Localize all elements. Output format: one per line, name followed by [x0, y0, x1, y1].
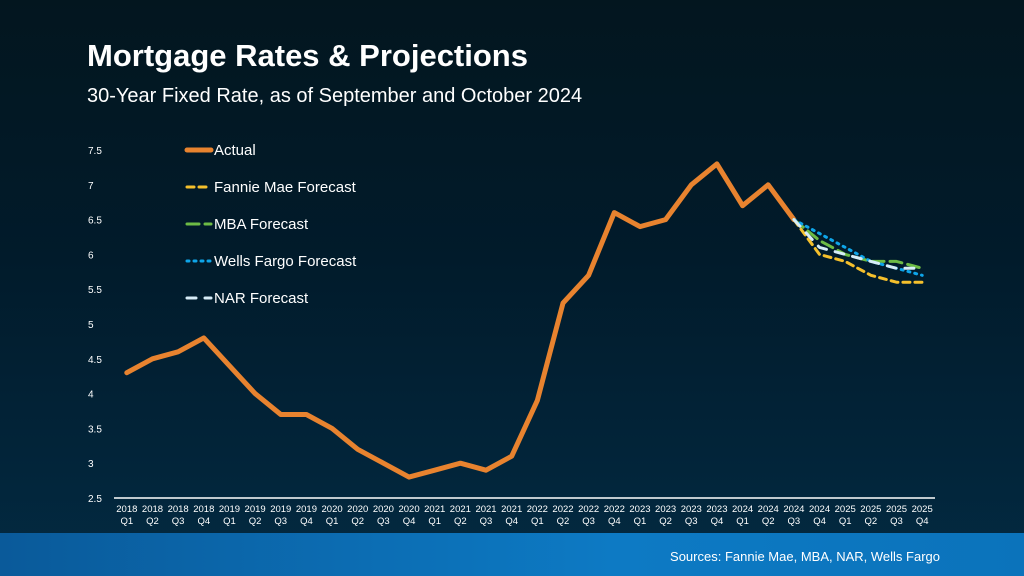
x-tick-label: 2018: [142, 504, 163, 515]
legend-label: Wells Fargo Forecast: [214, 253, 357, 270]
x-tick-label: Q2: [454, 516, 467, 527]
x-tick-label: 2021: [424, 504, 445, 515]
x-tick-label: Q3: [582, 516, 595, 527]
x-tick-label: Q3: [377, 516, 390, 527]
x-tick-label: 2022: [604, 504, 625, 515]
y-tick-label: 5.5: [88, 285, 102, 296]
x-tick-label: 2024: [758, 504, 779, 515]
x-tick-label: 2021: [450, 504, 471, 515]
x-tick-label: Q4: [403, 516, 416, 527]
x-tick-label: Q2: [557, 516, 570, 527]
x-tick-label: 2025: [860, 504, 881, 515]
x-tick-label: 2023: [681, 504, 702, 515]
x-tick-label: 2019: [270, 504, 291, 515]
x-tick-label: Q1: [531, 516, 544, 527]
x-tick-label: 2019: [245, 504, 266, 515]
x-tick-label: 2020: [373, 504, 394, 515]
x-tick-label: Q3: [172, 516, 185, 527]
x-tick-label: 2018: [116, 504, 137, 515]
x-tick-label: Q1: [120, 516, 133, 527]
chart-title: Mortgage Rates & Projections: [87, 38, 528, 73]
y-tick-label: 3: [88, 459, 94, 470]
x-tick-label: 2021: [475, 504, 496, 515]
x-tick-label: Q4: [813, 516, 826, 527]
legend-label: MBA Forecast: [214, 216, 309, 233]
series-line-wells-fargo-forecast: [792, 218, 924, 277]
x-tick-label: 2020: [398, 504, 419, 515]
x-tick-label: Q4: [505, 516, 518, 527]
x-tick-label: 2018: [168, 504, 189, 515]
legend-label: NAR Forecast: [214, 290, 309, 307]
x-tick-label: Q1: [326, 516, 339, 527]
x-tick-label: 2023: [655, 504, 676, 515]
x-tick-label: Q3: [788, 516, 801, 527]
y-tick-label: 2.5: [88, 494, 102, 505]
series-line-actual: [124, 161, 797, 480]
x-tick-label: 2020: [347, 504, 368, 515]
series-line-nar-forecast: [792, 218, 924, 270]
x-tick-label: Q4: [300, 516, 313, 527]
y-tick-label: 7: [88, 181, 94, 192]
y-tick-label: 7.5: [88, 146, 102, 157]
x-tick-label: Q4: [916, 516, 929, 527]
sources-text: Sources: Fannie Mae, MBA, NAR, Wells Far…: [670, 549, 940, 564]
x-tick-label: 2018: [193, 504, 214, 515]
x-tick-label: 2019: [219, 504, 240, 515]
x-tick-label: 2024: [809, 504, 830, 515]
x-tick-label: Q2: [249, 516, 262, 527]
x-tick-label: 2024: [732, 504, 753, 515]
x-tick-label: 2024: [783, 504, 804, 515]
x-tick-label: Q2: [351, 516, 364, 527]
x-tick-label: 2023: [629, 504, 650, 515]
x-tick-label: Q2: [659, 516, 672, 527]
x-tick-label: 2022: [552, 504, 573, 515]
footer-bar: Sources: Fannie Mae, MBA, NAR, Wells Far…: [0, 533, 1024, 576]
x-tick-label: Q2: [762, 516, 775, 527]
x-tick-label: Q1: [736, 516, 749, 527]
series-line-fannie-mae-forecast: [792, 218, 924, 284]
x-tick-label: Q1: [223, 516, 236, 527]
legend-label: Fannie Mae Forecast: [214, 179, 357, 196]
x-tick-label: Q4: [711, 516, 724, 527]
x-tick-label: 2025: [886, 504, 907, 515]
y-tick-label: 4: [88, 390, 94, 401]
x-tick-label: 2020: [322, 504, 343, 515]
y-tick-label: 6: [88, 250, 94, 261]
x-tick-label: Q4: [608, 516, 621, 527]
chart-subtitle: 30-Year Fixed Rate, as of September and …: [87, 85, 583, 107]
x-tick-label: 2019: [296, 504, 317, 515]
x-tick-label: 2022: [527, 504, 548, 515]
x-tick-label: Q1: [428, 516, 441, 527]
y-tick-label: 5: [88, 320, 94, 331]
legend-label: Actual: [214, 142, 256, 159]
x-tick-label: Q1: [634, 516, 647, 527]
x-tick-label: Q2: [865, 516, 878, 527]
y-tick-label: 6.5: [88, 216, 102, 227]
x-tick-label: Q3: [274, 516, 287, 527]
x-tick-label: 2021: [501, 504, 522, 515]
x-tick-label: 2025: [835, 504, 856, 515]
x-tick-label: Q1: [839, 516, 852, 527]
x-tick-label: 2022: [578, 504, 599, 515]
y-tick-label: 4.5: [88, 355, 102, 366]
x-tick-label: Q3: [890, 516, 903, 527]
x-tick-label: Q2: [146, 516, 159, 527]
x-tick-label: Q4: [197, 516, 210, 527]
x-tick-label: Q3: [685, 516, 698, 527]
y-tick-label: 3.5: [88, 424, 102, 435]
x-tick-label: Q3: [480, 516, 493, 527]
x-tick-label: 2025: [912, 504, 933, 515]
x-tick-label: 2023: [706, 504, 727, 515]
